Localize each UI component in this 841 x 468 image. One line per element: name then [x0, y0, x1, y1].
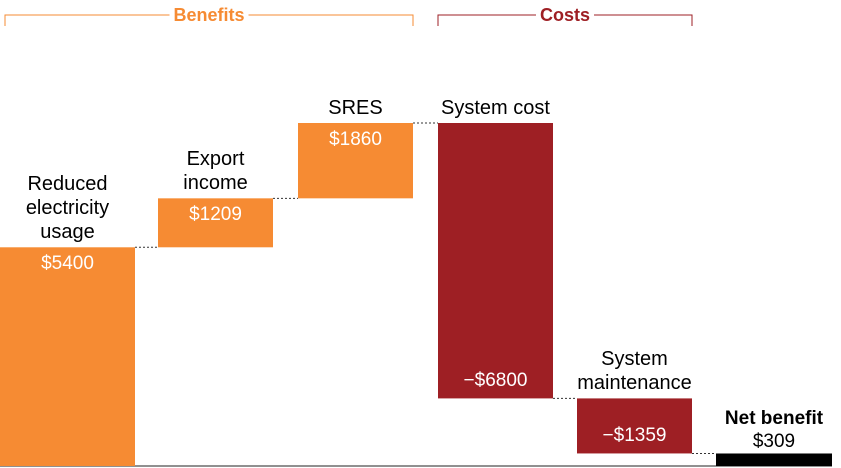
bar	[0, 247, 135, 466]
value-label: −$6800	[463, 370, 528, 392]
bar	[577, 398, 692, 454]
category-label: SRES	[328, 97, 383, 119]
bar	[438, 123, 553, 399]
value-label: $309	[752, 430, 796, 452]
value-label: −$1359	[602, 425, 667, 447]
bar	[716, 453, 832, 466]
value-label: $5400	[41, 253, 94, 275]
value-label: $1209	[189, 204, 242, 226]
value-label: $1860	[329, 129, 382, 150]
category-label: System cost	[441, 97, 550, 119]
bar	[298, 123, 413, 199]
category-label: Net benefit	[724, 407, 824, 429]
group-label: Benefits	[173, 5, 244, 25]
bar	[158, 198, 273, 248]
category-label: Export income	[183, 148, 248, 195]
group-label: Costs	[540, 5, 590, 25]
category-label: System maintenance	[577, 348, 692, 395]
category-label: Reduced electricity usage	[25, 173, 110, 244]
group-bracket	[4, 14, 414, 26]
group-bracket	[437, 14, 693, 26]
